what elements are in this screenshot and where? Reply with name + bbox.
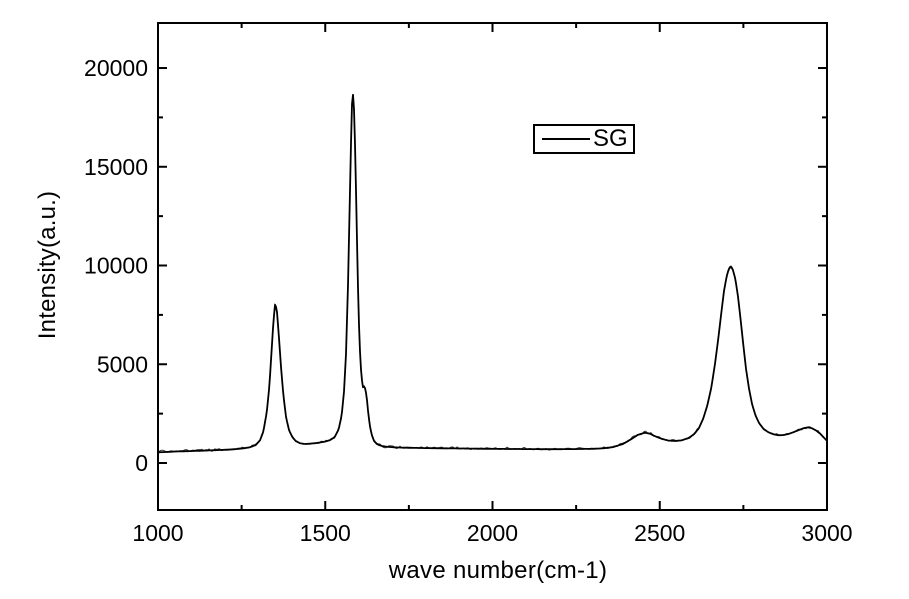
legend: SG [533,124,635,154]
x-tick-label: 1500 [300,520,351,546]
plot-border [157,22,828,511]
legend-label: SG [593,125,628,152]
x-tick-label: 2000 [467,520,518,546]
spectrum-line-sg [158,93,828,454]
y-tick-label: 15000 [84,154,148,180]
y-tick-label: 20000 [84,55,148,81]
y-tick-label: 5000 [97,351,148,377]
x-tick-label: 2500 [634,520,685,546]
y-tick-label: 10000 [84,253,148,279]
x-tick-label: 1000 [132,520,183,546]
x-tick-label: 3000 [801,520,852,546]
y-tick-label: 0 [135,450,148,476]
legend-line-sample [542,138,590,140]
x-axis-title: wave number(cm-1) [388,557,608,584]
y-axis-title: Intensity(a.u.) [34,190,61,340]
